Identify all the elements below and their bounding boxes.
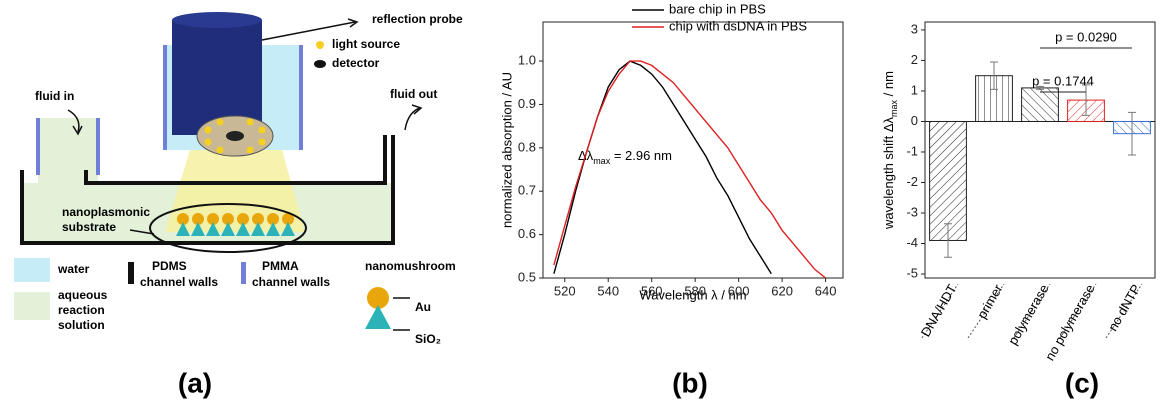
annotation: p = 0.1744 — [1032, 73, 1094, 88]
x-tick-label: 540 — [597, 283, 619, 298]
y-tick-label: 0.8 — [518, 139, 536, 154]
x-tick-label: 620 — [771, 283, 793, 298]
annotation: p = 0.0290 — [1055, 29, 1117, 44]
y-tick-label: 3 — [911, 21, 918, 36]
label: substrate — [62, 220, 116, 234]
solution-swatch — [14, 292, 50, 320]
substrate-ring — [149, 203, 307, 253]
light-icon — [316, 41, 324, 49]
probe — [172, 20, 262, 135]
error-bar — [944, 223, 952, 258]
y-tick-label: -1 — [906, 143, 918, 158]
bar — [1021, 87, 1059, 122]
category-leader — [1105, 283, 1143, 339]
pdms-swatch — [128, 262, 134, 284]
bar — [929, 120, 967, 241]
label: channel walls — [252, 275, 330, 289]
y-tick-label: 0.7 — [518, 183, 536, 198]
x-tick-label: primer — [974, 281, 1006, 321]
label: Au — [415, 300, 431, 314]
water-swatch — [14, 258, 50, 282]
error-bar — [990, 61, 998, 90]
label: solution — [58, 318, 105, 332]
panel-label: (b) — [672, 367, 708, 398]
label: reaction — [58, 303, 105, 317]
label: nanomushroom — [365, 259, 456, 273]
y-axis-label: normalized absorption / AU — [499, 72, 514, 228]
pmma-swatch — [241, 262, 246, 284]
y-axis-label: wavelength shift Δλmax / nm — [881, 71, 899, 230]
x-tick-label: 580 — [684, 283, 706, 298]
nanomushrooms — [176, 213, 295, 236]
legend-label: bare chip in PBS — [669, 1, 766, 16]
annotation: Δλmax = 2.96 nm — [578, 148, 672, 166]
panel-label: (c) — [1065, 367, 1099, 398]
legend-label: chip with dsDNA in PBS — [669, 18, 807, 33]
y-tick-label: -3 — [906, 204, 918, 219]
panel-label: (a) — [178, 367, 212, 398]
x-axis-label: Wavelength λ / nm — [639, 287, 746, 302]
category-leader — [967, 283, 1005, 339]
label: channel walls — [140, 275, 218, 289]
y-tick-label: 0.6 — [518, 226, 536, 241]
category-leader — [1013, 283, 1051, 339]
label: fluid out — [390, 87, 437, 101]
x-tick-label: no dNTP — [1105, 282, 1144, 334]
light-dots — [204, 118, 266, 154]
category-leader — [1059, 283, 1097, 339]
label: reflection probe — [372, 12, 463, 26]
y-tick-label: 1.0 — [518, 52, 536, 67]
detector-dot — [226, 131, 244, 141]
x-tick-label: 600 — [728, 283, 750, 298]
x-tick-label: polymerase — [1005, 282, 1052, 348]
label: detector — [332, 56, 380, 70]
error-bar — [1036, 85, 1044, 90]
error-bar — [1128, 111, 1136, 156]
y-tick-label: -4 — [906, 235, 918, 250]
y-tick-label: 2 — [911, 52, 918, 67]
label: SiO₂ — [415, 332, 441, 346]
y-tick-label: -2 — [906, 174, 918, 189]
label: nanoplasmonic — [62, 205, 150, 219]
line — [553, 60, 827, 279]
x-tick-label: 520 — [554, 283, 576, 298]
arrows — [67, 18, 423, 331]
label: fluid in — [35, 89, 74, 103]
error-bar — [1082, 84, 1090, 116]
plot-frame — [542, 21, 844, 279]
x-tick-label: 560 — [641, 283, 663, 298]
sio2-icon — [365, 305, 391, 329]
au-icon — [367, 287, 389, 309]
y-tick-label: 1 — [911, 82, 918, 97]
y-tick-label: 0.5 — [518, 269, 536, 284]
x-tick-label: no polymerase — [1042, 282, 1098, 363]
y-tick-label: 0.9 — [518, 96, 536, 111]
x-tick-label: DNA/HDT — [918, 282, 960, 340]
category-leader — [921, 283, 959, 339]
label: water — [57, 262, 90, 276]
label: PDMS — [152, 259, 187, 273]
probe-top — [172, 12, 262, 28]
plot-frame — [924, 21, 1156, 279]
detector-icon — [314, 60, 326, 68]
diagram: reflection probe light source detector f… — [14, 12, 463, 398]
y-tick-label: 0 — [911, 113, 918, 128]
label: light source — [332, 37, 400, 51]
line — [553, 60, 772, 275]
label: aqueous — [58, 288, 108, 302]
x-tick-label: 640 — [815, 283, 837, 298]
y-tick-label: -5 — [906, 265, 918, 280]
label: PMMA — [262, 259, 299, 273]
light-cone — [165, 150, 305, 232]
pdms-wall — [20, 135, 395, 245]
inlet-solution — [38, 118, 98, 183]
